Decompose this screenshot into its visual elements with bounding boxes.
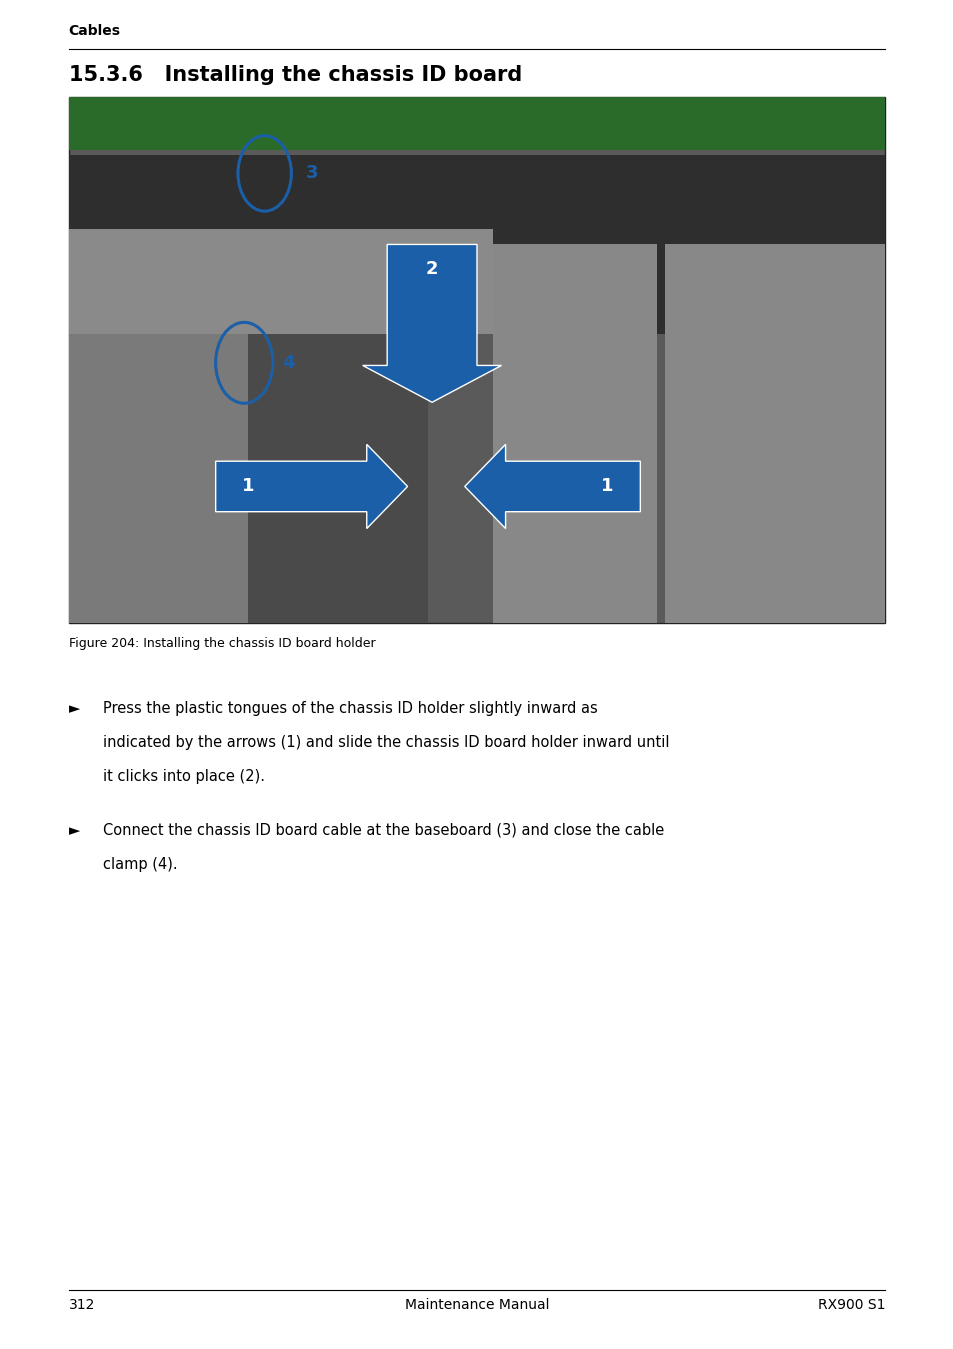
Bar (69, 155, 884, 333)
Text: RX900 S1: RX900 S1 (817, 1298, 884, 1311)
Text: Figure 204: Installing the chassis ID board holder: Figure 204: Installing the chassis ID bo… (69, 637, 375, 650)
Bar (664, 244, 884, 623)
Polygon shape (362, 244, 501, 402)
Text: 3: 3 (305, 165, 318, 182)
Text: Cables: Cables (69, 24, 121, 38)
Bar (69, 97, 884, 150)
Bar (69, 333, 248, 623)
Text: 2: 2 (425, 260, 437, 278)
Bar (69, 97, 884, 623)
Text: it clicks into place (2).: it clicks into place (2). (103, 769, 265, 784)
Text: Maintenance Manual: Maintenance Manual (404, 1298, 549, 1311)
Text: indicated by the arrows (1) and slide the chassis ID board holder inward until: indicated by the arrows (1) and slide th… (103, 735, 669, 750)
Text: 4: 4 (282, 353, 294, 372)
Bar (493, 244, 656, 623)
Bar (69, 229, 493, 333)
Text: 15.3.6   Installing the chassis ID board: 15.3.6 Installing the chassis ID board (69, 65, 521, 85)
Text: Press the plastic tongues of the chassis ID holder slightly inward as: Press the plastic tongues of the chassis… (103, 701, 598, 716)
Text: 312: 312 (69, 1298, 95, 1311)
Text: 1: 1 (242, 478, 254, 495)
Text: clamp (4).: clamp (4). (103, 857, 177, 871)
Text: ►: ► (69, 701, 80, 716)
Polygon shape (464, 444, 639, 529)
Polygon shape (215, 444, 407, 529)
Text: 1: 1 (600, 478, 614, 495)
Text: Connect the chassis ID board cable at the baseboard (3) and close the cable: Connect the chassis ID board cable at th… (103, 823, 663, 838)
Bar (248, 333, 428, 623)
Text: ►: ► (69, 823, 80, 838)
